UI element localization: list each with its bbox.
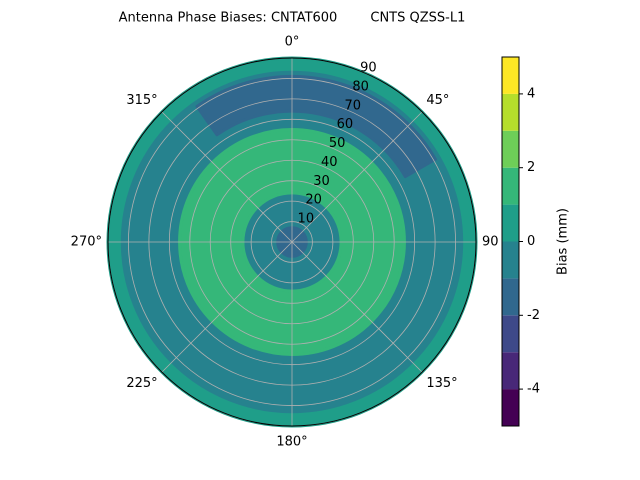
r-tick-label: 80 bbox=[352, 79, 369, 94]
colorbar-segment bbox=[502, 352, 519, 390]
colorbar-segment bbox=[502, 130, 519, 168]
colorbar-segment bbox=[502, 93, 519, 131]
theta-tick-label: 315° bbox=[126, 93, 157, 108]
colorbar-segment bbox=[502, 204, 519, 242]
colorbar-tick-label: -4 bbox=[527, 382, 540, 397]
grid-spoke bbox=[161, 241, 293, 373]
r-tick-label: 70 bbox=[344, 98, 361, 113]
r-tick-label: 10 bbox=[298, 212, 315, 227]
colorbar-segment bbox=[502, 57, 519, 94]
grid-spoke bbox=[161, 111, 293, 243]
theta-tick-label: 180° bbox=[276, 435, 307, 450]
theta-tick-label: 270° bbox=[71, 235, 102, 250]
colorbar-label: Bias (mm) bbox=[556, 208, 571, 275]
r-tick-label: 40 bbox=[321, 155, 338, 170]
colorbar-segment bbox=[502, 389, 519, 426]
colorbar-segment bbox=[502, 278, 519, 316]
r-tick-label: 90 bbox=[360, 61, 377, 76]
theta-tick-label: 0° bbox=[285, 35, 300, 50]
colorbar-segment bbox=[502, 315, 519, 353]
colorbar-tick-label: 4 bbox=[527, 86, 535, 101]
r-tick-label: 50 bbox=[329, 136, 346, 151]
colorbar-tick-label: 2 bbox=[527, 160, 535, 175]
r-tick-label: 30 bbox=[313, 174, 330, 189]
theta-tick-label: 135° bbox=[426, 376, 457, 391]
polar-frame bbox=[107, 57, 477, 427]
chart-title: Antenna Phase Biases: CNTAT600 CNTS QZSS… bbox=[119, 11, 466, 26]
theta-tick-label: 45° bbox=[426, 93, 449, 108]
colorbar-segment bbox=[502, 167, 519, 205]
r-tick-label: 20 bbox=[305, 193, 322, 208]
colorbar-segment bbox=[502, 241, 519, 279]
grid-spoke bbox=[291, 111, 423, 243]
grid-spoke bbox=[291, 241, 423, 373]
r-tick-label: 60 bbox=[337, 117, 354, 132]
colorbar-tick-label: -2 bbox=[527, 308, 540, 323]
theta-tick-label: 225° bbox=[126, 376, 157, 391]
theta-tick-label: 90 bbox=[482, 235, 499, 250]
colorbar-tick-label: 0 bbox=[527, 234, 535, 249]
